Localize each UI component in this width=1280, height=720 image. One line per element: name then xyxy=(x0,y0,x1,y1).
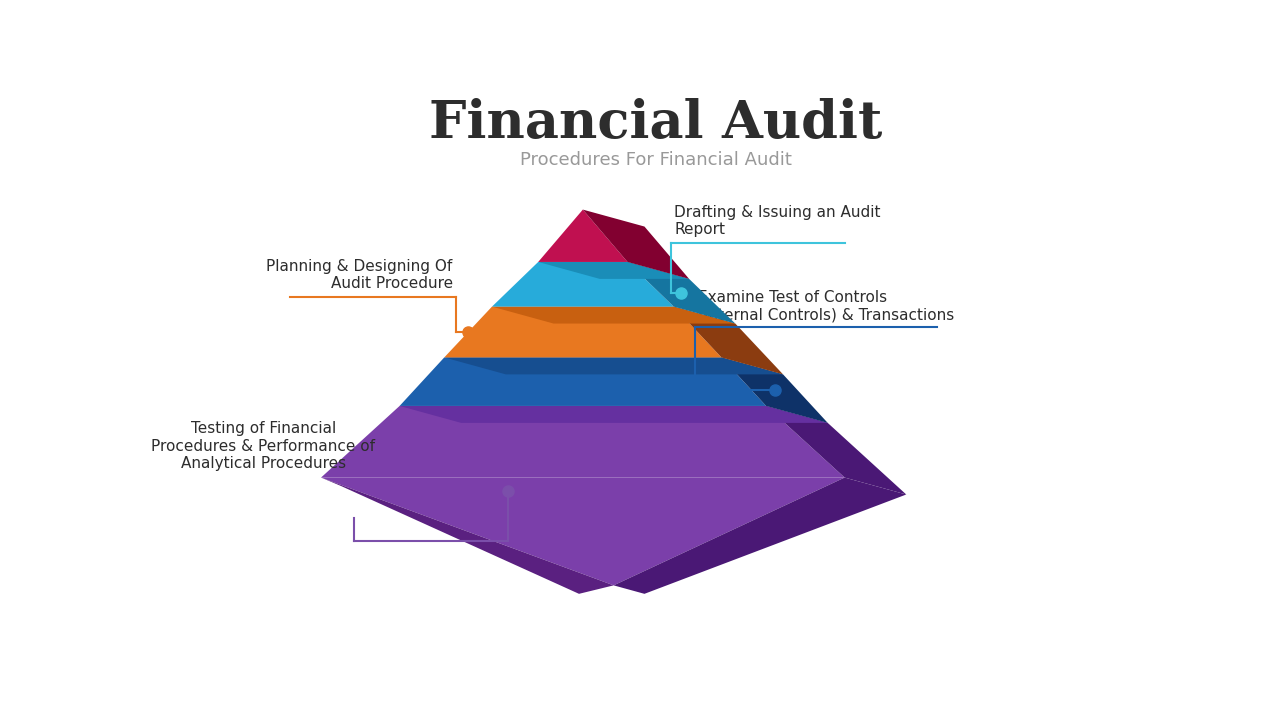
Polygon shape xyxy=(492,307,735,323)
Text: Planning & Designing Of
Audit Procedure: Planning & Designing Of Audit Procedure xyxy=(266,259,453,292)
Polygon shape xyxy=(321,477,845,585)
Polygon shape xyxy=(722,357,828,423)
Text: Drafting & Issuing an Audit
Report: Drafting & Issuing an Audit Report xyxy=(675,205,881,238)
Polygon shape xyxy=(627,262,735,323)
Polygon shape xyxy=(582,210,644,227)
Polygon shape xyxy=(613,477,906,594)
Text: Testing of Financial
Procedures & Performance of
Analytical Procedures: Testing of Financial Procedures & Perfor… xyxy=(151,421,375,471)
Polygon shape xyxy=(538,210,627,262)
Polygon shape xyxy=(444,357,783,374)
Polygon shape xyxy=(538,262,689,279)
Polygon shape xyxy=(399,357,767,406)
Polygon shape xyxy=(321,406,845,477)
Polygon shape xyxy=(767,406,906,495)
Polygon shape xyxy=(492,262,673,307)
Text: Examine Test of Controls
(Internal Controls) & Transactions: Examine Test of Controls (Internal Contr… xyxy=(698,289,954,322)
Polygon shape xyxy=(673,307,783,374)
Polygon shape xyxy=(582,210,689,279)
Polygon shape xyxy=(321,477,613,594)
Polygon shape xyxy=(444,307,722,357)
Text: Procedures For Financial Audit: Procedures For Financial Audit xyxy=(520,151,792,169)
Text: Financial Audit: Financial Audit xyxy=(429,98,883,149)
Polygon shape xyxy=(399,406,828,423)
